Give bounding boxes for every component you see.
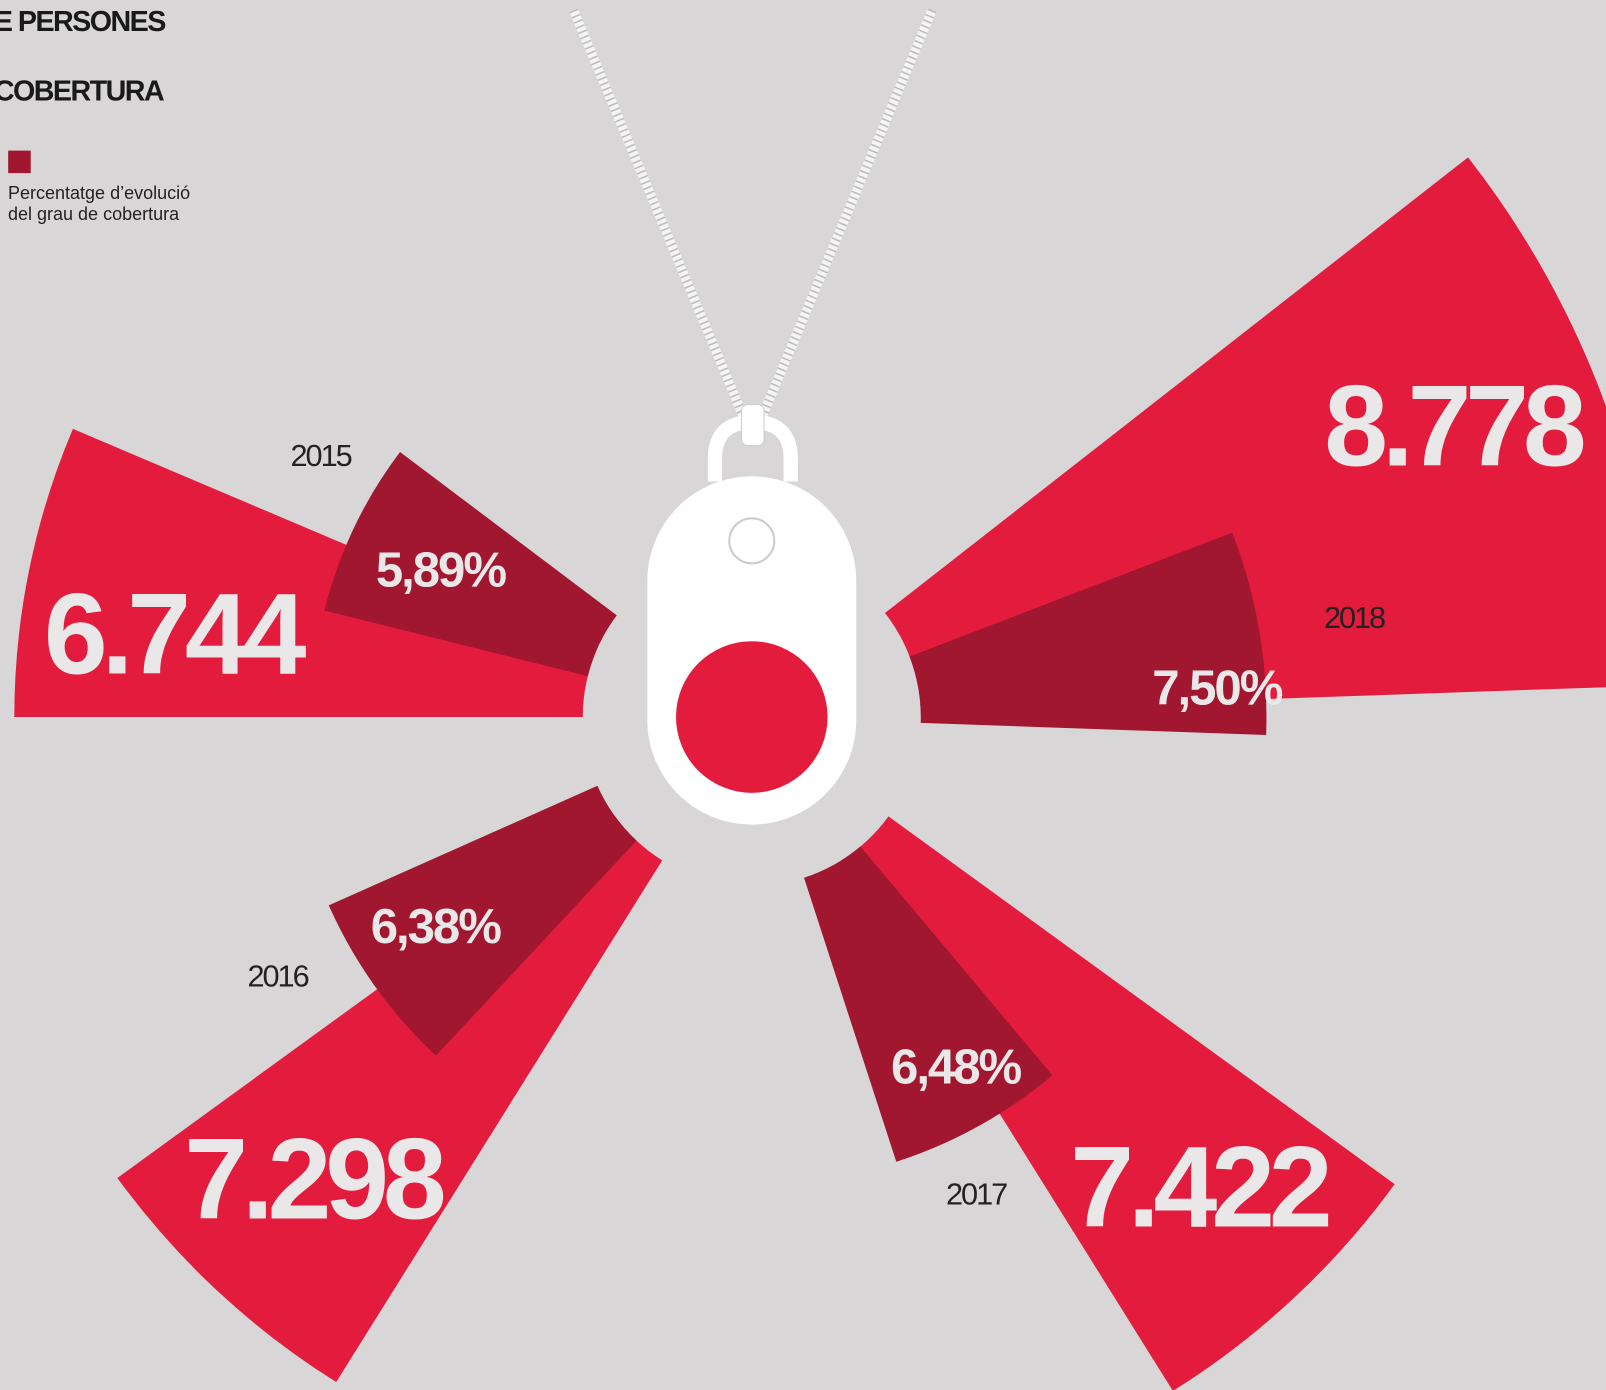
chart: E PERSONES COBERTURA 6.744 5,89% 2015 7.298… [0, 0, 1606, 1390]
percent-label: 6,38% [371, 899, 501, 954]
title-line: E PERSONES [0, 6, 165, 38]
percent-label: 6,48% [891, 1039, 1021, 1094]
year-label: 2015 [291, 438, 352, 473]
rope [760, 10, 932, 422]
page: E PERSONES COBERTURA 6.744 5,89% 2015 7.298… [0, 0, 1606, 1390]
year-label: 2017 [946, 1176, 1007, 1211]
rope [574, 10, 746, 422]
year-label: 2018 [1324, 600, 1385, 635]
pendant [574, 10, 932, 824]
title-line: COBERTURA [0, 75, 164, 107]
pendant-hole [729, 518, 774, 563]
persons-label: 6.744 [44, 571, 307, 699]
legend-swatch [8, 151, 31, 174]
percent-label: 5,89% [376, 543, 506, 598]
percent-label: 7,50% [1152, 660, 1282, 715]
knot [742, 405, 765, 446]
legend-label: Percentatge d’evolució del grau de cober… [8, 183, 203, 225]
persons-label: 7.422 [1070, 1124, 1329, 1252]
persons-label: 7.298 [184, 1115, 444, 1243]
persons-label: 8.778 [1324, 363, 1584, 491]
year-label: 2016 [247, 958, 308, 993]
pendant-button [676, 641, 828, 793]
